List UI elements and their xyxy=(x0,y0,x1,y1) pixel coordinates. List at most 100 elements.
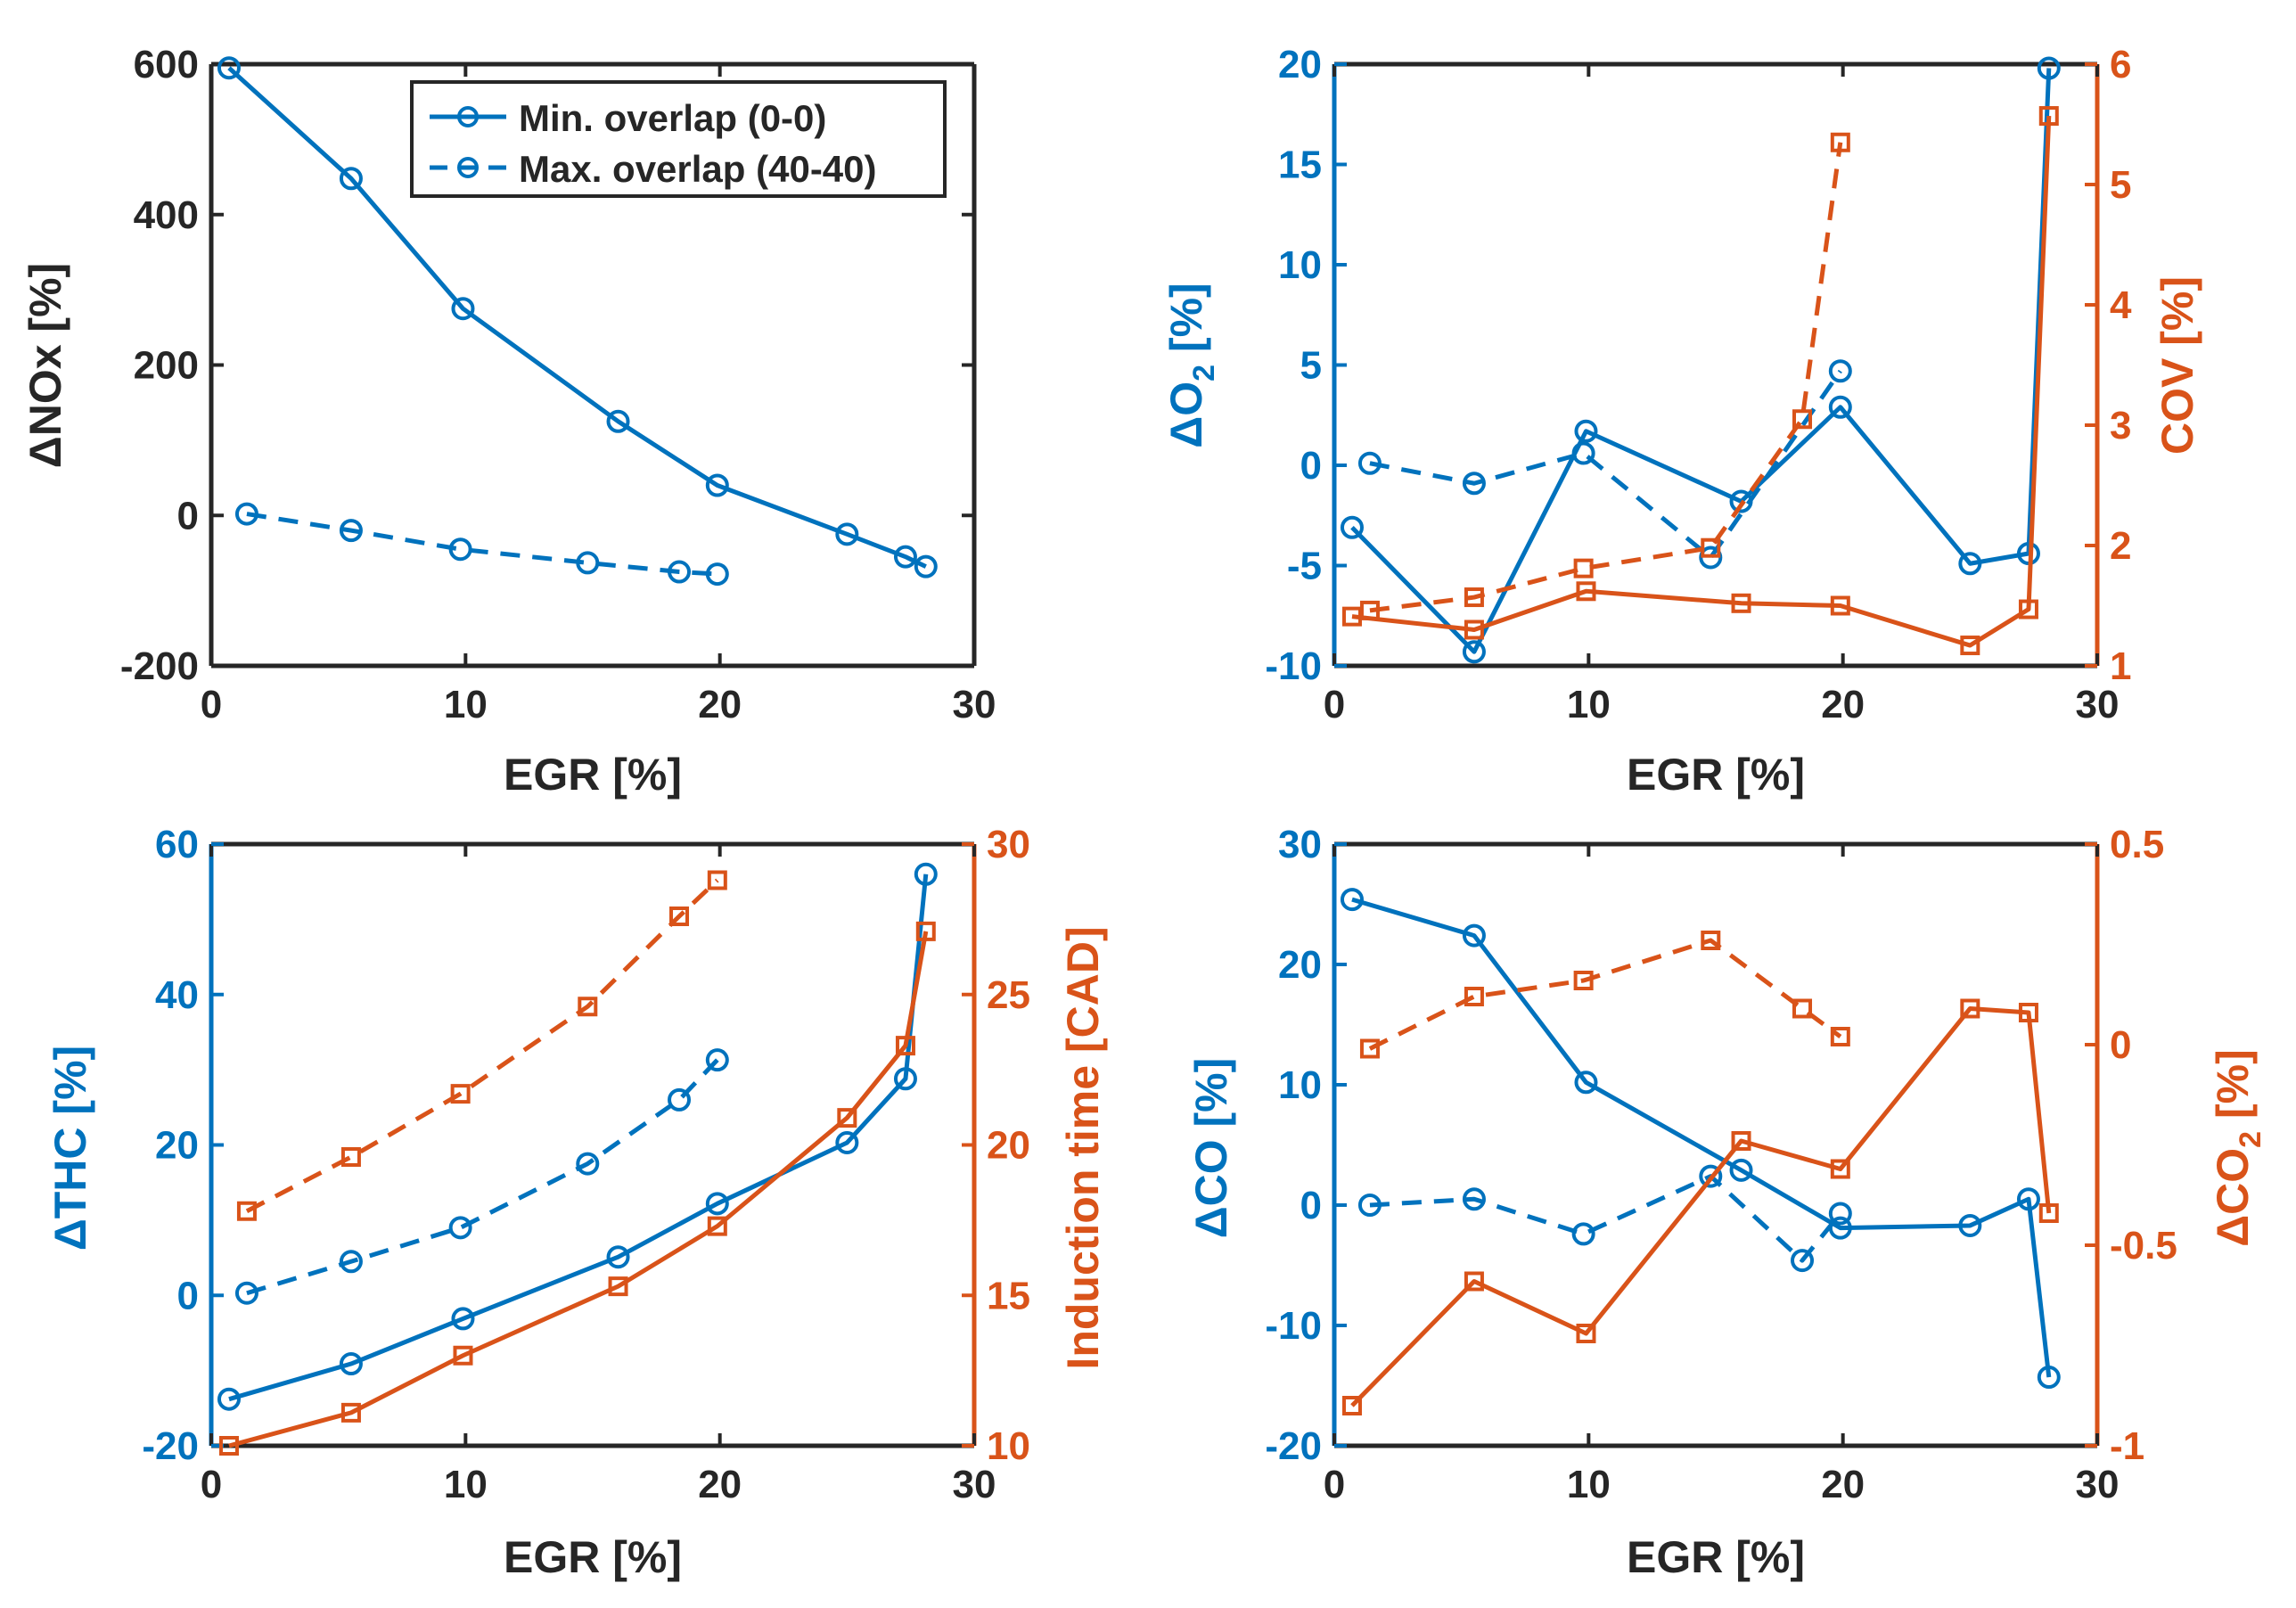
nox-point-0-0 xyxy=(217,56,241,80)
co-point-3-4 xyxy=(1792,998,1813,1019)
o2-y-tick-label-right: 3 xyxy=(2110,404,2131,447)
co-point-1-0 xyxy=(1357,1194,1382,1217)
co-point-2-3 xyxy=(1731,1131,1751,1151)
co-y-tick-label-right: -1 xyxy=(2110,1424,2144,1468)
thc-point-3-5 xyxy=(707,870,727,890)
o2-point-0-1 xyxy=(1462,640,1486,664)
thc-x-tick-label: 30 xyxy=(953,1463,996,1506)
thc-point-0-4 xyxy=(705,1192,729,1216)
nox-x-tick-label: 10 xyxy=(444,683,488,726)
o2-point-0-7 xyxy=(2037,56,2061,80)
thc-x-tick-label: 20 xyxy=(698,1463,742,1506)
chart-thc-panel: ΔTHC [%] Induction time [CAD] EGR [%] 0 1… xyxy=(45,823,1108,1582)
thc-y-tick-label-left: 40 xyxy=(155,973,199,1017)
induction-y-axis-label: Induction time [CAD] xyxy=(1058,926,1108,1369)
thc-point-2-7 xyxy=(915,921,936,941)
thc-point-0-7 xyxy=(914,862,938,886)
thc-point-2-1 xyxy=(340,1402,361,1423)
co-point-0-6 xyxy=(2016,1187,2040,1211)
co-point-1-1 xyxy=(1462,1187,1486,1211)
co-point-3-2 xyxy=(1573,971,1594,990)
co-point-2-7 xyxy=(2038,1203,2059,1223)
thc-point-1-4 xyxy=(668,1087,692,1112)
thc-y-tick-label-left: 0 xyxy=(177,1274,199,1317)
thc-y-tick-label-left: 60 xyxy=(155,823,199,866)
o2-point-3-0 xyxy=(1359,600,1380,620)
thc-y-tick-label-right: 10 xyxy=(987,1424,1030,1468)
o2-point-0-5 xyxy=(1958,552,1982,576)
o2-point-2-6 xyxy=(2018,599,2038,619)
nox-point-0-6 xyxy=(893,545,917,569)
thc-y-axis-label: ΔTHC [%] xyxy=(45,1046,95,1251)
o2-y-tick-label-left: 0 xyxy=(1300,444,1322,488)
co-y-tick-label-left: 10 xyxy=(1278,1063,1322,1107)
o2-y-tick-label-right: 6 xyxy=(2110,43,2131,86)
o2-series-line-1 xyxy=(1369,369,1842,560)
co-point-3-1 xyxy=(1464,987,1484,1006)
chart-o2-panel: ΔO2 [%] COV [%] EGR [%] 0 10 20 30 -10 -5 0 5 10… xyxy=(1161,43,2202,800)
thc-series-line-2 xyxy=(228,931,929,1448)
legend-entry-min: Min. overlap (0-0) xyxy=(519,97,826,139)
thc-point-1-2 xyxy=(448,1216,472,1240)
o2-y-tick-label-left: 15 xyxy=(1278,144,1322,187)
thc-point-2-6 xyxy=(895,1036,915,1056)
nox-point-0-2 xyxy=(451,297,475,321)
co-point-0-3 xyxy=(1729,1158,1753,1182)
nox-y-tick-label-left: 0 xyxy=(177,494,199,537)
legend-marker-min xyxy=(457,106,479,127)
nox-x-axis-label: EGR [%] xyxy=(504,750,682,800)
o2-y-tick-label-left: -10 xyxy=(1265,644,1322,688)
co-y-tick-label-left: 30 xyxy=(1278,823,1322,866)
o2-x-tick-label: 30 xyxy=(2076,683,2120,726)
o2-point-1-0 xyxy=(1357,451,1382,475)
co-point-1-4 xyxy=(1791,1249,1815,1273)
o2-point-3-1 xyxy=(1464,587,1484,608)
nox-point-1-0 xyxy=(234,502,258,526)
co-point-0-1 xyxy=(1462,923,1486,948)
legend: Min. overlap (0-0) Max. overlap (40-40) xyxy=(410,80,947,198)
thc-y-tick-label-right: 25 xyxy=(987,973,1030,1017)
nox-point-1-2 xyxy=(448,537,472,562)
co-point-0-7 xyxy=(2037,1366,2061,1390)
nox-point-1-3 xyxy=(576,551,600,575)
thc-x-tick-label: 10 xyxy=(444,1463,488,1506)
nox-point-1-4 xyxy=(668,560,692,584)
co-point-2-1 xyxy=(1464,1271,1484,1292)
thc-point-0-3 xyxy=(606,1245,630,1269)
o2-y-tick-label-right: 4 xyxy=(2110,283,2132,327)
co-y-tick-label-right: 0.5 xyxy=(2110,823,2164,866)
co-y-tick-label-right: -0.5 xyxy=(2110,1224,2177,1268)
co-y-tick-label-left: 0 xyxy=(1300,1184,1322,1227)
o2-point-2-2 xyxy=(1576,581,1596,602)
co-y-tick-label-left: -20 xyxy=(1265,1424,1322,1468)
thc-point-3-1 xyxy=(340,1147,361,1167)
cov-y-axis-label: COV [%] xyxy=(2152,276,2202,455)
o2-point-1-4 xyxy=(1828,359,1852,383)
o2-y-tick-label-right: 2 xyxy=(2110,524,2131,568)
co-y-axis-label: ΔCO [%] xyxy=(1186,1058,1236,1239)
o2-y-tick-label-left: 10 xyxy=(1278,243,1322,287)
co2-y-axis-label: ΔCO2 [%] xyxy=(2208,1049,2267,1247)
nox-y-tick-label-left: 200 xyxy=(134,344,199,388)
o2-x-tick-label: 10 xyxy=(1567,683,1611,726)
co-y-tick-label-left: -10 xyxy=(1265,1304,1322,1348)
thc-point-1-3 xyxy=(576,1152,600,1176)
o2-x-axis-label: EGR [%] xyxy=(1627,750,1805,800)
thc-y-tick-label-left: -20 xyxy=(142,1424,199,1468)
thc-series-line-3 xyxy=(245,878,719,1213)
thc-x-tick-label: 0 xyxy=(201,1463,222,1506)
legend-box xyxy=(410,80,947,198)
thc-point-3-0 xyxy=(236,1201,257,1221)
o2-point-2-3 xyxy=(1731,593,1751,613)
o2-point-3-3 xyxy=(1701,537,1721,558)
o2-y-tick-label-right: 5 xyxy=(2110,163,2131,207)
thc-point-3-4 xyxy=(669,907,690,926)
nox-point-0-7 xyxy=(914,554,938,578)
o2-x-tick-label: 0 xyxy=(1324,683,1345,726)
thc-point-1-1 xyxy=(339,1250,363,1274)
nox-point-0-4 xyxy=(705,473,729,497)
legend-marker-max xyxy=(457,157,479,178)
nox-point-0-3 xyxy=(606,409,630,433)
o2-y-tick-label-left: 5 xyxy=(1300,344,1322,388)
